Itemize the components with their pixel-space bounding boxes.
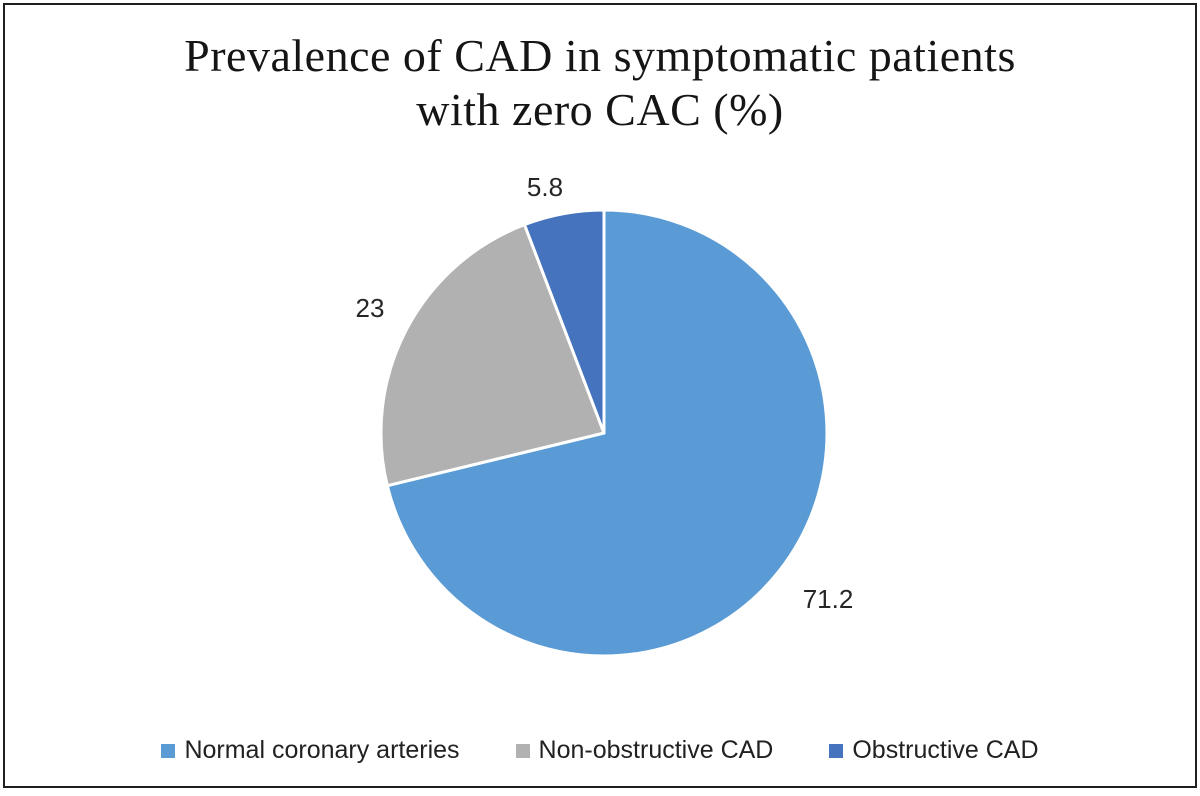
legend-label-non-obstructive-cad: Non-obstructive CAD xyxy=(538,736,774,764)
legend-item-non-obstructive-cad: Non-obstructive CAD xyxy=(515,736,774,765)
chart-title-line-1: Prevalence of CAD in symptomatic patient… xyxy=(184,30,1016,81)
legend-item-obstructive-cad: Obstructive CAD xyxy=(829,736,1039,765)
data-label-non-obstructive-cad: 23 xyxy=(355,293,385,323)
chart-legend: Normal coronary arteries Non-obstructive… xyxy=(5,736,1195,765)
legend-label-obstructive-cad: Obstructive CAD xyxy=(852,736,1039,764)
legend-item-normal-coronary-arteries: Normal coronary arteries xyxy=(161,736,460,765)
legend-swatch-obstructive-cad xyxy=(829,743,844,758)
chart-frame-border: Prevalence of CAD in symptomatic patient… xyxy=(3,3,1197,788)
chart-title-line-2: with zero CAC (%) xyxy=(416,84,784,135)
data-label-normal-coronary-arteries: 71.2 xyxy=(802,584,854,614)
legend-swatch-normal-coronary-arteries xyxy=(161,743,176,758)
data-label-obstructive-cad: 5.8 xyxy=(526,172,564,202)
pie-chart xyxy=(379,208,829,658)
legend-label-normal-coronary-arteries: Normal coronary arteries xyxy=(184,736,460,764)
pie-slice-obstructive-cad xyxy=(523,208,606,435)
chart-title: Prevalence of CAD in symptomatic patient… xyxy=(5,29,1195,137)
pie-slice-normal-coronary-arteries xyxy=(385,208,829,658)
legend-swatch-non-obstructive-cad xyxy=(515,743,530,758)
